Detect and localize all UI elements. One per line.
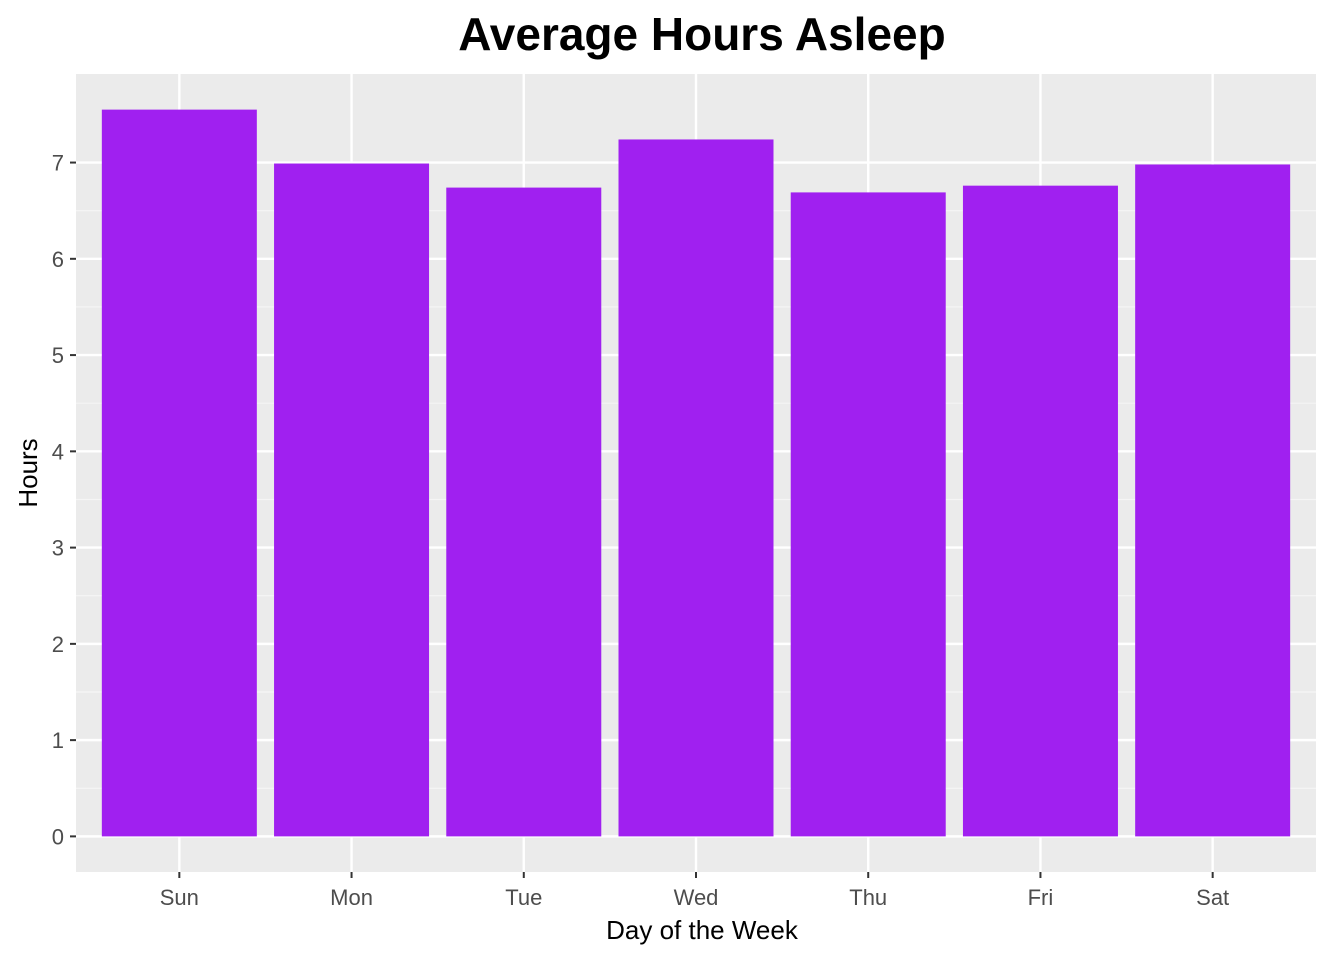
bar-mon [274, 163, 430, 837]
y-tick-label: 2 [52, 632, 64, 657]
x-tick-label: Wed [674, 885, 719, 910]
y-tick-label: 4 [52, 439, 64, 464]
x-axis-title: Day of the Week [606, 915, 799, 945]
chart-title: Average Hours Asleep [458, 8, 945, 60]
y-tick-label: 6 [52, 247, 64, 272]
x-tick-label: Mon [330, 885, 373, 910]
bar-wed [618, 139, 774, 837]
y-tick-label: 5 [52, 343, 64, 368]
bar-fri [962, 185, 1118, 837]
bar-sun [101, 109, 257, 837]
x-tick-label: Sat [1196, 885, 1229, 910]
y-tick-label: 1 [52, 728, 64, 753]
y-tick-label: 7 [52, 151, 64, 176]
y-tick-label: 3 [52, 536, 64, 561]
y-tick-label: 0 [52, 824, 64, 849]
x-tick-label: Fri [1028, 885, 1054, 910]
bar-sat [1135, 164, 1291, 837]
y-axis-ticks: 0 1 2 3 4 5 6 7 [52, 151, 76, 849]
bar-thu [790, 192, 946, 837]
x-tick-label: Sun [160, 885, 199, 910]
x-tick-label: Thu [849, 885, 887, 910]
y-axis-title: Hours [13, 438, 43, 507]
bars [101, 109, 1291, 837]
bar-tue [446, 187, 602, 837]
x-tick-label: Tue [505, 885, 542, 910]
x-axis-ticks: Sun Mon Tue Wed Thu Fri Sat [160, 872, 1229, 910]
